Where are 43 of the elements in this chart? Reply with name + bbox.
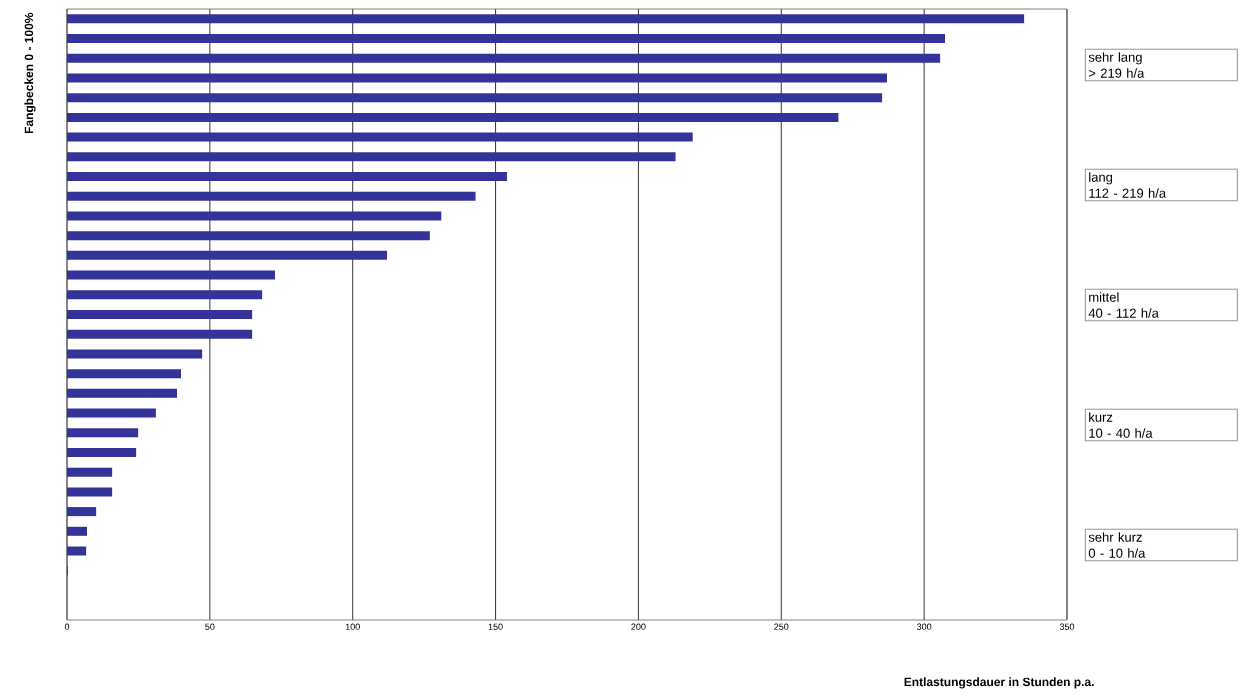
bar (67, 349, 203, 359)
bar (67, 507, 97, 517)
x-tick-label: 50 (205, 623, 215, 630)
text: sehr lang > 219 h/a (1088, 52, 1145, 78)
bar (67, 526, 87, 536)
bar (67, 231, 430, 241)
bar (67, 14, 1025, 24)
bar (67, 546, 87, 556)
bar (67, 172, 507, 182)
bar (67, 487, 113, 497)
bar (67, 132, 693, 142)
bar (67, 369, 181, 379)
bar (67, 73, 887, 83)
bar (67, 250, 387, 260)
text: lang 112 - 219 h/a (1089, 172, 1167, 198)
x-tick-label: 300 (916, 623, 932, 630)
x-tick-label: 350 (1059, 623, 1075, 630)
bar (67, 428, 139, 438)
text: mittel 40 - 112 h/a (1088, 292, 1159, 318)
bar (67, 191, 476, 201)
x-tick-label: 250 (774, 623, 789, 630)
x-axis-title: Entlastungsdauer in Stunden p.a. (904, 677, 1094, 689)
bar (67, 211, 442, 221)
bar (67, 467, 113, 477)
bar (67, 310, 253, 319)
x-tick-label: 0 (64, 623, 70, 630)
bar (67, 408, 156, 418)
x-tick-label: 150 (488, 623, 503, 630)
bar (67, 53, 941, 63)
x-tick-label: 100 (345, 623, 360, 630)
bar (67, 447, 137, 457)
bar (67, 329, 253, 339)
text: sehr kurz 0 - 10 h/a (1088, 532, 1146, 558)
text: kurz 10 - 40 h/a (1089, 412, 1153, 438)
bar (67, 93, 883, 103)
bar (67, 112, 839, 122)
bar (67, 388, 177, 398)
y-axis-title: Fangbecken 0 - 100% (24, 12, 36, 134)
x-tick-label: 200 (631, 623, 646, 630)
bar (67, 270, 275, 280)
bar (67, 290, 263, 300)
bar (67, 34, 945, 44)
bar (67, 152, 676, 162)
